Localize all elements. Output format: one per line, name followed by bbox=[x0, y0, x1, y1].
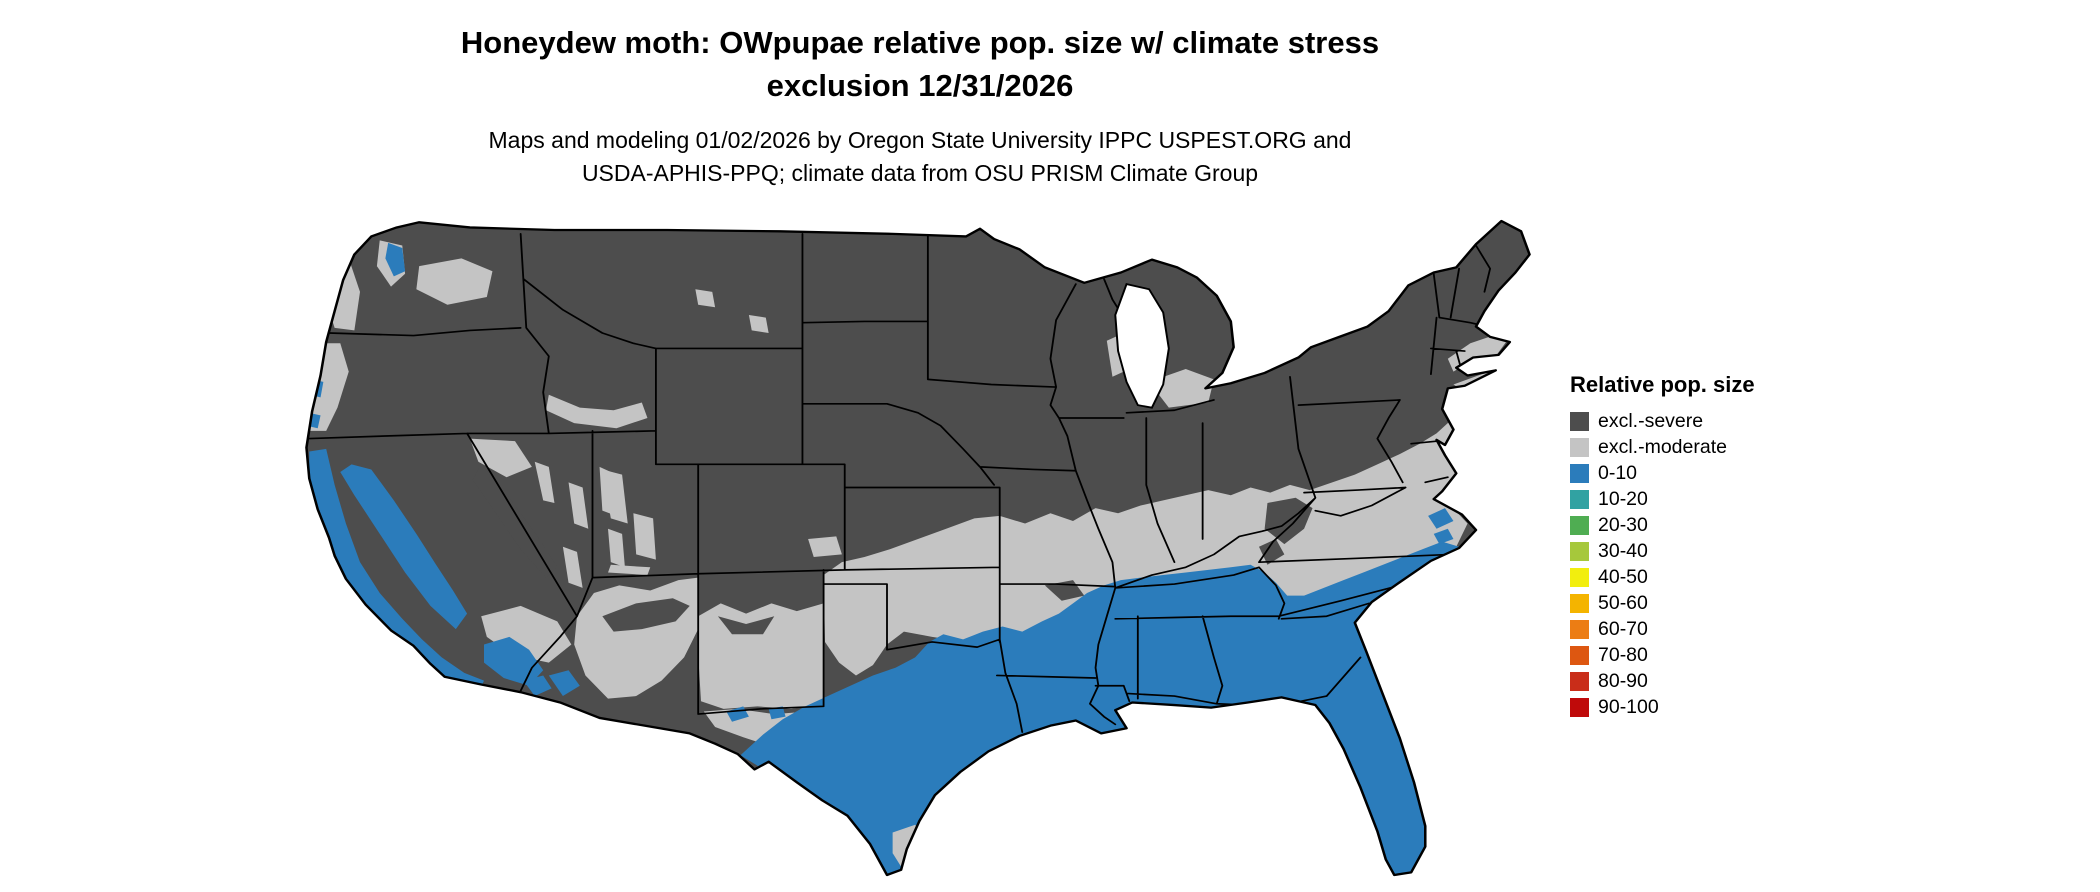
header: Honeydew moth: OWpupae relative pop. siz… bbox=[0, 22, 1840, 190]
legend-label: excl.-moderate bbox=[1598, 435, 1727, 458]
legend-label: excl.-severe bbox=[1598, 409, 1704, 432]
legend-swatch bbox=[1570, 541, 1589, 561]
legend-label: 90-100 bbox=[1598, 695, 1659, 718]
legend-swatch bbox=[1570, 437, 1589, 457]
legend-swatch bbox=[1570, 489, 1589, 509]
legend-swatch bbox=[1570, 697, 1589, 717]
legend-swatch bbox=[1570, 671, 1589, 691]
legend-label: 80-90 bbox=[1598, 669, 1648, 692]
legend-swatch bbox=[1570, 567, 1589, 587]
map-subtitle-line1: Maps and modeling 01/02/2026 by Oregon S… bbox=[488, 126, 1352, 153]
map-title-line1: Honeydew moth: OWpupae relative pop. siz… bbox=[460, 25, 1380, 60]
legend-label: 50-60 bbox=[1598, 591, 1648, 614]
legend-swatch bbox=[1570, 411, 1589, 431]
legend-label: 60-70 bbox=[1598, 617, 1648, 640]
legend-item: excl.-moderate bbox=[1570, 434, 1850, 460]
legend-item: 70-80 bbox=[1570, 642, 1850, 668]
legend-swatch bbox=[1570, 645, 1589, 665]
legend-swatch bbox=[1570, 593, 1589, 613]
lake-michigan bbox=[1114, 283, 1170, 409]
legend-item: 30-40 bbox=[1570, 538, 1850, 564]
legend-item: 60-70 bbox=[1570, 616, 1850, 642]
legend-swatch bbox=[1570, 463, 1589, 483]
legend-item: excl.-severe bbox=[1570, 408, 1850, 434]
state-borders bbox=[308, 233, 1492, 733]
legend-item: 0-10 bbox=[1570, 460, 1850, 486]
legend-label: 30-40 bbox=[1598, 539, 1648, 562]
us-map-svg bbox=[305, 219, 1531, 877]
legend-item: 40-50 bbox=[1570, 564, 1850, 590]
legend: Relative pop. size excl.-severe excl.-mod… bbox=[1570, 372, 1850, 720]
legend-label: 40-50 bbox=[1598, 565, 1648, 588]
legend-label: 0-10 bbox=[1598, 461, 1638, 484]
map-subtitle-line2: USDA-APHIS-PPQ; climate data from OSU PR… bbox=[581, 159, 1259, 186]
legend-label: 70-80 bbox=[1598, 643, 1648, 666]
legend-item: 10-20 bbox=[1570, 486, 1850, 512]
map-title-line2: exclusion 12/31/2026 bbox=[766, 67, 1074, 103]
legend-item: 90-100 bbox=[1570, 694, 1850, 720]
legend-item: 50-60 bbox=[1570, 590, 1850, 616]
legend-title: Relative pop. size bbox=[1570, 372, 1755, 397]
us-outline bbox=[305, 219, 1531, 877]
legend-label: 20-30 bbox=[1598, 513, 1648, 536]
us-map bbox=[298, 212, 1538, 884]
legend-item: 20-30 bbox=[1570, 512, 1850, 538]
legend-items: excl.-severe excl.-moderate 0-10 10-20 20-30… bbox=[1570, 408, 1850, 720]
legend-item: 80-90 bbox=[1570, 668, 1850, 694]
legend-swatch bbox=[1570, 619, 1589, 639]
legend-swatch bbox=[1570, 515, 1589, 535]
legend-label: 10-20 bbox=[1598, 487, 1648, 510]
